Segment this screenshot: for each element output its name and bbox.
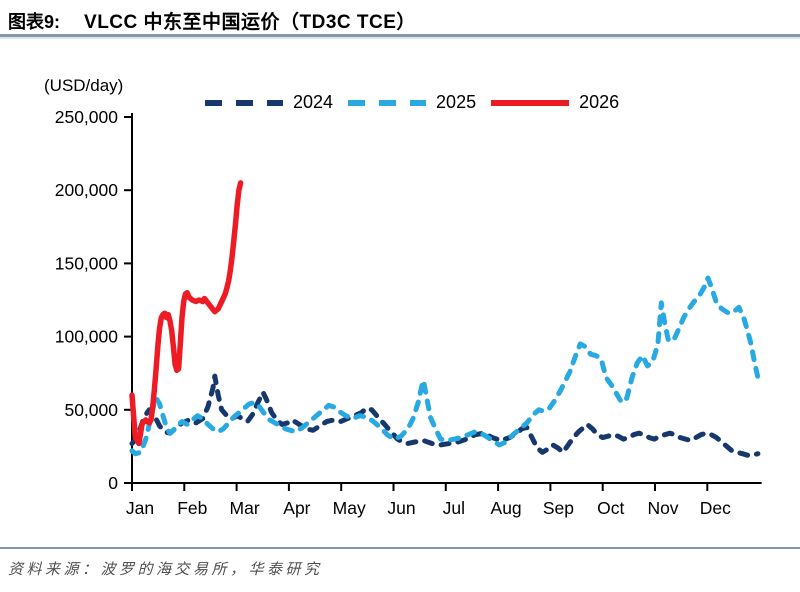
figure-title: VLCC 中东至中国运价（TD3C TCE） bbox=[84, 12, 416, 33]
x-tick-label: Feb bbox=[177, 498, 207, 518]
footer-divider bbox=[0, 547, 800, 549]
y-tick-label: 50,000 bbox=[64, 400, 118, 420]
legend-label-2024: 2024 bbox=[293, 92, 334, 112]
legend-item-2024: 2024 bbox=[202, 92, 333, 113]
x-tick-label: Aug bbox=[491, 498, 522, 518]
x-tick-label: May bbox=[333, 498, 366, 518]
figure-number-label: 图表9: bbox=[8, 12, 61, 32]
y-tick-label: 0 bbox=[108, 473, 118, 493]
legend-item-2026: 2026 bbox=[488, 92, 619, 113]
x-tick-label: Mar bbox=[230, 498, 260, 518]
x-tick-label: Jun bbox=[387, 498, 415, 518]
y-tick-label: 200,000 bbox=[55, 180, 119, 200]
y-tick-label: 100,000 bbox=[55, 327, 119, 347]
series-line-2024 bbox=[129, 373, 761, 458]
figure-header: 图表9: VLCC 中东至中国运价（TD3C TCE） bbox=[8, 7, 416, 34]
y-axis-unit-label: (USD/day) bbox=[44, 76, 124, 95]
legend-item-2025: 2025 bbox=[345, 92, 476, 113]
x-tick-label: Nov bbox=[647, 498, 678, 518]
legend-solid-line-icon bbox=[491, 99, 570, 106]
legend-label-2025: 2025 bbox=[436, 92, 477, 112]
x-tick-label: Sep bbox=[543, 498, 574, 518]
y-tick-label: 150,000 bbox=[55, 253, 119, 273]
legend-label-2026: 2026 bbox=[579, 92, 620, 112]
x-tick-label: Jul bbox=[443, 498, 465, 518]
source-attribution: 资料来源：波罗的海交易所，华泰研究 bbox=[8, 560, 323, 578]
x-tick-label: Oct bbox=[597, 498, 624, 518]
x-tick-label: Jan bbox=[126, 498, 154, 518]
legend-dashed-line-icon bbox=[205, 99, 283, 106]
title-divider bbox=[0, 34, 800, 39]
series-line-2025 bbox=[129, 275, 761, 457]
y-tick-label: 250,000 bbox=[55, 107, 119, 127]
x-tick-label: Apr bbox=[283, 498, 310, 518]
legend-dashed-line-icon bbox=[348, 99, 427, 106]
x-tick-label: Dec bbox=[700, 498, 731, 518]
series-line-2026 bbox=[129, 180, 244, 447]
chart-legend: 2024 2025 2026 bbox=[202, 92, 619, 113]
